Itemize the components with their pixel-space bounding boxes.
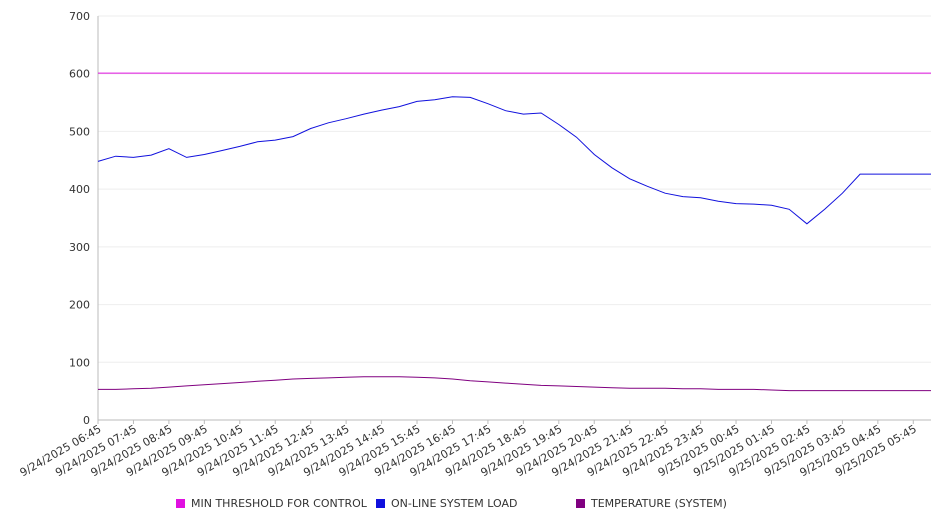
legend-label-system-load: ON-LINE SYSTEM LOAD [391,497,518,510]
legend-item-threshold[interactable]: MIN THRESHOLD FOR CONTROL [176,497,367,510]
grid-lines [98,15,931,363]
legend-swatch-threshold [176,499,185,508]
legend-item-temperature[interactable]: TEMPERATURE (SYSTEM) [576,497,727,510]
y-tick-label: 400 [69,183,90,196]
y-tick-label: 300 [69,241,90,254]
y-tick-label: 0 [83,414,90,427]
y-tick-label: 500 [69,125,90,138]
y-axis-tick-labels: 0 100 200 300 400 500 600 700 [69,10,90,427]
legend-label-threshold: MIN THRESHOLD FOR CONTROL [191,497,367,510]
y-tick-label: 200 [69,299,90,312]
y-tick-label: 700 [69,10,90,23]
series-lines [97,72,931,392]
x-axis-tick-labels: 9/24/2025 06:459/24/2025 07:459/24/2025 … [18,420,919,479]
y-tick-label: 600 [69,68,90,81]
y-tick-label: 100 [69,356,90,369]
legend-swatch-temperature [576,499,585,508]
legend-item-system-load[interactable]: ON-LINE SYSTEM LOAD [376,497,517,510]
legend: MIN THRESHOLD FOR CONTROL ON-LINE SYSTEM… [0,497,946,515]
series-line-2 [98,376,931,392]
legend-label-temperature: TEMPERATURE (SYSTEM) [591,497,727,510]
series-line-1 [97,96,931,225]
legend-swatch-system-load [376,499,385,508]
